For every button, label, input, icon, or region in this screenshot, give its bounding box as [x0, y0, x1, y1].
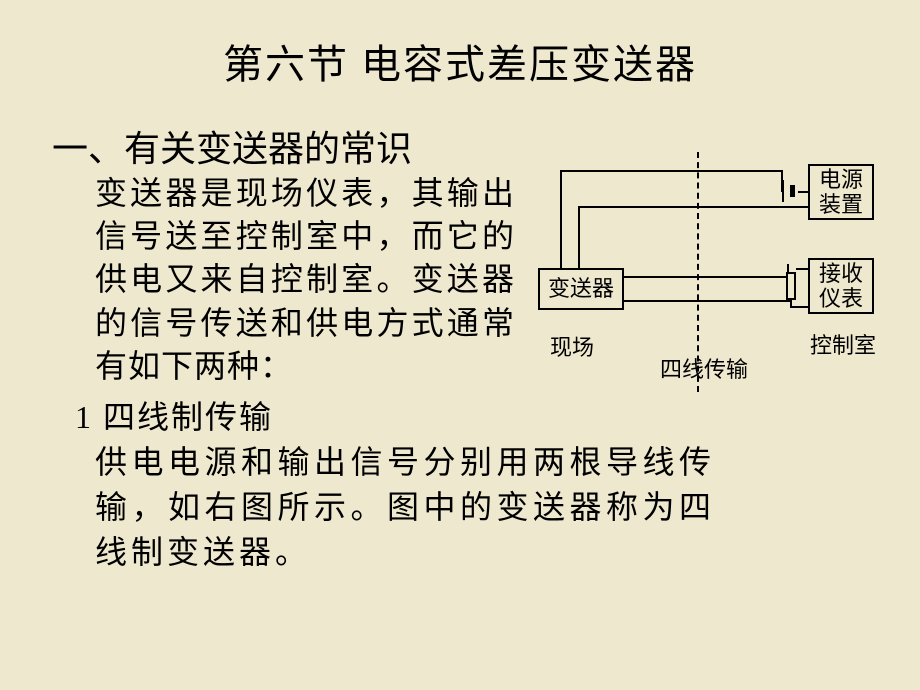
- control-room-label: 控制室: [810, 328, 876, 360]
- four-wire-label: 四线传输: [660, 352, 748, 384]
- power-label-2: 装置: [819, 192, 863, 217]
- paragraph-2: 供电电源和输出信号分别用两根导线传输，如右图所示。图中的变送器称为四线制变送器。: [95, 440, 715, 574]
- receiver-label-1: 接收: [819, 261, 863, 286]
- wire: [624, 276, 788, 278]
- page-title: 第六节 电容式差压变送器: [0, 0, 920, 90]
- wire: [624, 300, 792, 302]
- field-label: 现场: [550, 330, 594, 362]
- resistor-icon: [786, 272, 796, 300]
- power-label-1: 电源: [819, 167, 863, 192]
- wire: [578, 206, 580, 270]
- paragraph-1: 变送器是现场仪表，其输出信号送至控制室中，而它的供电又来自控制室。变送器的信号传…: [95, 172, 515, 388]
- wire: [560, 170, 782, 172]
- receiver-box: 接收 仪表: [808, 258, 874, 314]
- wire: [578, 206, 810, 208]
- four-wire-diagram: 变送器 电源 装置 接收 仪表 现场 四线传输 控制室: [530, 150, 900, 410]
- transmitter-box: 变送器: [538, 268, 624, 310]
- power-box: 电源 装置: [808, 164, 874, 220]
- wire: [560, 170, 562, 270]
- transmitter-label: 变送器: [548, 276, 614, 301]
- receiver-label-2: 仪表: [819, 286, 863, 311]
- wire: [790, 306, 810, 308]
